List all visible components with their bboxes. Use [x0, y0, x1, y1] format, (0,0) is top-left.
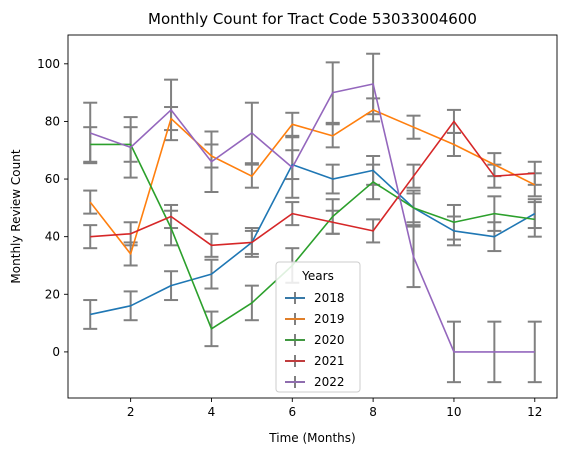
- y-tick-label: 80: [45, 114, 60, 128]
- legend-label-2018: 2018: [314, 291, 345, 305]
- x-tick-label: 12: [527, 405, 542, 419]
- legend-label-2021: 2021: [314, 354, 345, 368]
- legend-item-2021: 2021: [285, 354, 345, 368]
- chart-title: Monthly Count for Tract Code 53033004600: [148, 10, 477, 28]
- y-tick-label: 40: [45, 230, 60, 244]
- legend-item-2022: 2022: [285, 375, 345, 389]
- series-line-2020: [90, 143, 535, 330]
- x-tick-label: 2: [127, 405, 135, 419]
- x-tick-label: 4: [208, 405, 216, 419]
- legend-item-2020: 2020: [285, 333, 345, 347]
- legend-label-2022: 2022: [314, 375, 345, 389]
- legend-box: [275, 261, 361, 393]
- legend: Years 2018 2019 2020 2021 2022: [275, 261, 361, 393]
- x-tick-label: 8: [369, 405, 377, 419]
- legend-item-2019: 2019: [285, 312, 345, 326]
- series-line-2018: [90, 163, 536, 316]
- legend-item-2018: 2018: [285, 291, 345, 305]
- y-tick-label: 0: [52, 345, 60, 359]
- legend-label-2020: 2020: [314, 333, 345, 347]
- legend-label-2019: 2019: [314, 312, 345, 326]
- axes-frame: [67, 34, 558, 399]
- plot-area: 2 4 6 8 10 12 0 20 40 60 80 100: [37, 34, 558, 419]
- y-axis-label: Monthly Review Count: [9, 149, 23, 283]
- x-tick-label: 6: [288, 405, 296, 419]
- x-tick-label: 10: [446, 405, 461, 419]
- y-tick-label: 60: [45, 172, 60, 186]
- y-tick-label: 20: [45, 287, 60, 301]
- series-line-2022: [89, 83, 535, 353]
- series-line-2021: [90, 120, 535, 247]
- y-tick-label: 100: [37, 57, 60, 71]
- x-axis-label: Time (Months): [268, 431, 355, 445]
- legend-title: Years: [301, 269, 334, 283]
